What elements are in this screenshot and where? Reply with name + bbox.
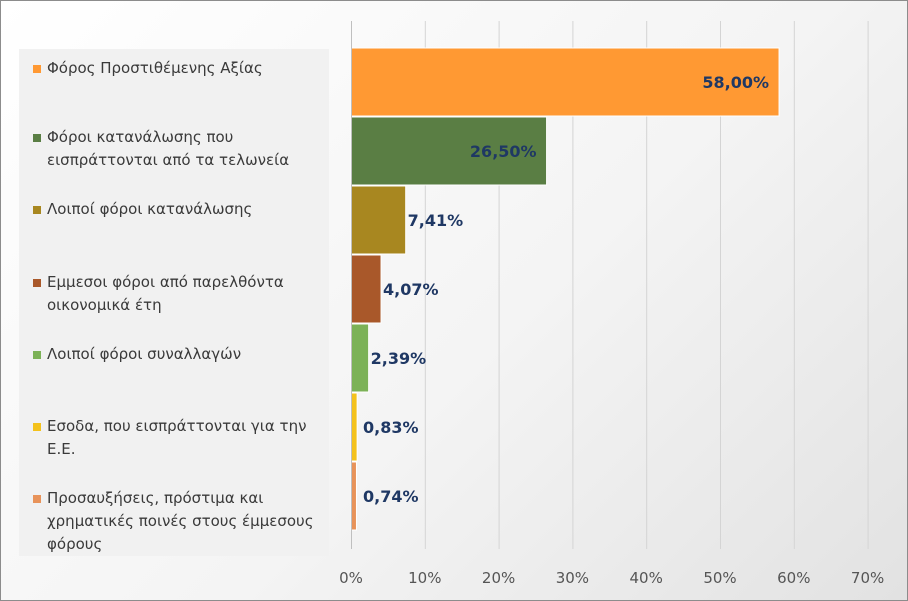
x-tick-label: 30% [556, 569, 589, 587]
x-tick-label: 0% [339, 569, 363, 587]
legend-swatch [33, 495, 41, 503]
bar [350, 185, 407, 255]
legend-item: Λοιποί φόροι συναλλαγών [33, 343, 323, 366]
legend-label: Λοιποί φόροι κατανάλωσης [47, 200, 253, 218]
bar [350, 116, 548, 186]
legend-swatch [33, 206, 41, 214]
x-tick-label: 60% [777, 569, 810, 587]
legend-swatch [33, 279, 41, 287]
legend: Φόρος Προστιθέμενης Αξίας Φόροι κατανάλωσ… [19, 49, 329, 556]
x-tick-label: 40% [630, 569, 663, 587]
x-tick-label: 10% [408, 569, 441, 587]
legend-item: Εσοδα, που εισπράττονται για την Ε.Ε. [33, 415, 323, 461]
bar [350, 47, 780, 117]
data-label: 2,39% [371, 349, 427, 368]
legend-item: Εμμεσοι φόροι από παρελθόντα οικονομικά … [33, 271, 323, 317]
x-tick-label: 20% [482, 569, 515, 587]
legend-swatch [33, 134, 41, 142]
data-label: 58,00% [702, 73, 769, 92]
legend-item: Προσαυξήσεις, πρόστιμα και χρηματικές πο… [33, 487, 323, 556]
legend-swatch [33, 423, 41, 431]
legend-label: Εμμεσοι φόροι από παρελθόντα οικονομικά … [47, 273, 284, 314]
legend-item: Φόρος Προστιθέμενης Αξίας [33, 57, 323, 80]
data-label: 26,50% [470, 142, 537, 161]
x-tick-label: 70% [851, 569, 884, 587]
legend-swatch [33, 65, 41, 73]
legend-label: Φόροι κατανάλωσης που εισπράττονται από … [47, 128, 290, 169]
data-label: 0,83% [363, 418, 419, 437]
bar [350, 254, 382, 324]
data-label: 0,74% [363, 487, 419, 506]
bar [350, 323, 370, 393]
legend-label: Φόρος Προστιθέμενης Αξίας [47, 59, 263, 77]
x-tick-label: 50% [703, 569, 736, 587]
legend-label: Λοιποί φόροι συναλλαγών [47, 345, 242, 363]
legend-swatch [33, 351, 41, 359]
data-label: 7,41% [408, 211, 464, 230]
legend-label: Εσοδα, που εισπράττονται για την Ε.Ε. [47, 417, 307, 458]
legend-item: Φόροι κατανάλωσης που εισπράττονται από … [33, 126, 323, 172]
legend-label: Προσαυξήσεις, πρόστιμα και χρηματικές πο… [47, 489, 314, 553]
data-label: 4,07% [383, 280, 439, 299]
legend-item: Λοιποί φόροι κατανάλωσης [33, 198, 323, 221]
